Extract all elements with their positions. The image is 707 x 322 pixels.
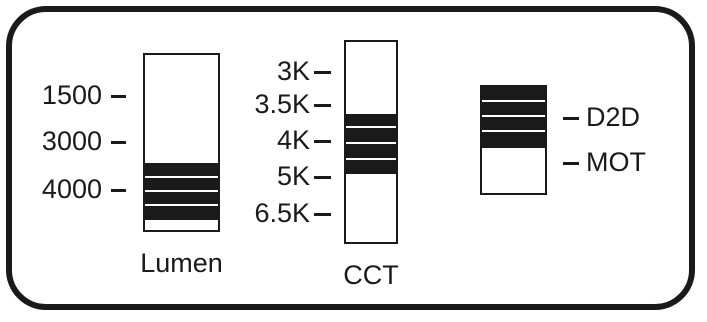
cct-tick-mark-3-5k xyxy=(314,104,331,107)
cct-tick-mark-4k xyxy=(314,140,331,143)
lumen-actuator-ridge xyxy=(145,176,218,178)
lumen-tick-label-4000: 4000 xyxy=(41,174,102,204)
cct-switch-slot[interactable] xyxy=(344,40,398,244)
cct-tick-label-6-5k: 6.5K xyxy=(254,198,310,228)
cct-tick-mark-5k xyxy=(314,176,331,179)
dip-switch-panel xyxy=(6,6,695,310)
lumen-tick-mark-4000 xyxy=(111,189,126,192)
cct-tick-label-4k: 4K xyxy=(276,125,310,155)
lumen-tick-mark-3000 xyxy=(111,141,126,144)
mode-tick-mark-d2d xyxy=(563,117,579,120)
cct-switch-actuator[interactable] xyxy=(346,114,396,174)
lumen-switch-slot[interactable] xyxy=(143,53,220,232)
lumen-switch-actuator[interactable] xyxy=(145,163,218,220)
lumen-tick-mark-1500 xyxy=(111,95,126,98)
cct-caption: CCT xyxy=(343,260,399,290)
lumen-actuator-ridge xyxy=(145,190,218,192)
cct-tick-label-3k: 3K xyxy=(276,56,310,86)
cct-actuator-ridge xyxy=(346,126,396,128)
mode-actuator-ridge xyxy=(482,100,545,102)
cct-tick-mark-3k xyxy=(314,71,331,74)
cct-tick-mark-6-5k xyxy=(314,213,331,216)
lumen-tick-label-1500: 1500 xyxy=(41,80,102,110)
lumen-tick-label-3000: 3000 xyxy=(41,126,102,156)
mode-switch-actuator[interactable] xyxy=(482,87,545,148)
mode-tick-label-d2d: D2D xyxy=(586,102,641,132)
mode-tick-mark-mot xyxy=(563,162,579,165)
mode-switch-slot[interactable] xyxy=(480,85,547,195)
cct-actuator-ridge xyxy=(346,158,396,160)
lumen-caption: Lumen xyxy=(140,248,223,278)
mode-actuator-ridge xyxy=(482,115,545,117)
mode-actuator-ridge xyxy=(482,130,545,132)
lumen-actuator-ridge xyxy=(145,204,218,206)
cct-actuator-ridge xyxy=(346,142,396,144)
cct-tick-label-3-5k: 3.5K xyxy=(254,89,310,119)
mode-tick-label-mot: MOT xyxy=(586,147,646,177)
cct-tick-label-5k: 5K xyxy=(276,161,310,191)
